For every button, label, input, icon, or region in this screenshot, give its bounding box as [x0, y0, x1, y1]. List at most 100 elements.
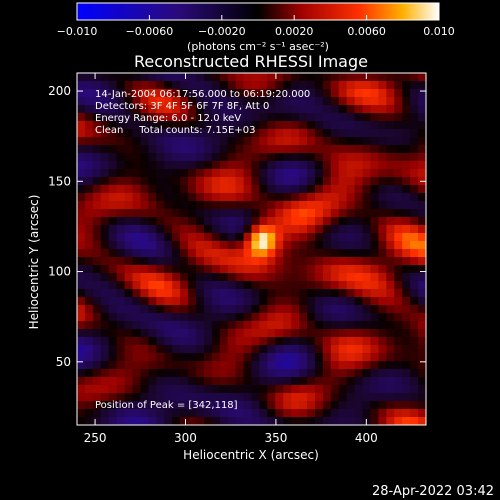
heatmap-cell [188, 153, 197, 162]
heatmap-cell [227, 257, 237, 266]
heatmap-cell [195, 153, 205, 162]
heatmap-cell [394, 105, 403, 114]
heatmap-cell [338, 249, 348, 258]
heatmap-cell [164, 113, 173, 122]
heatmap-cell [370, 257, 380, 266]
heatmap-cell [235, 129, 245, 138]
heatmap-cell [77, 129, 86, 138]
heatmap-cell [195, 193, 205, 202]
heatmap-cell [100, 353, 110, 362]
heatmap-cell [394, 313, 403, 322]
colorbar-tick-label: 0.010 [423, 25, 455, 38]
heatmap-cell [180, 417, 189, 425]
heatmap-cell [267, 105, 276, 114]
heatmap-cell [386, 385, 395, 394]
heatmap-cell [322, 193, 332, 202]
heatmap-cell [418, 345, 426, 354]
heatmap-cell [243, 129, 253, 138]
heatmap-cell [243, 193, 253, 202]
heatmap-cell [410, 177, 419, 186]
heatmap-cell [418, 201, 426, 210]
heatmap-cell [402, 297, 411, 306]
heatmap-cell [386, 153, 395, 162]
heatmap-cell [84, 401, 94, 410]
heatmap-cell [148, 409, 157, 418]
heatmap-cell [283, 345, 292, 354]
heatmap-cell [307, 401, 316, 410]
heatmap-cell [418, 257, 426, 266]
heatmap-cell [92, 385, 102, 394]
heatmap-cell [275, 169, 284, 178]
heatmap-cell [77, 321, 86, 330]
heatmap-cell [299, 201, 308, 210]
heatmap-cell [362, 401, 372, 410]
heatmap-cell [259, 169, 268, 178]
heatmap-cell [132, 177, 142, 186]
heatmap-cell [164, 97, 173, 106]
heatmap-cell [338, 137, 348, 146]
heatmap-cell [362, 225, 372, 234]
heatmap-cell [314, 353, 324, 362]
heatmap-cell [77, 185, 86, 194]
heatmap-cell [195, 201, 205, 210]
heatmap-cell [108, 121, 118, 130]
heatmap-cell [164, 137, 173, 146]
heatmap-cell [148, 81, 157, 90]
heatmap-cell [402, 417, 411, 425]
heatmap-cell [362, 265, 372, 274]
heatmap-cell [172, 281, 181, 290]
heatmap-cell [195, 297, 205, 306]
heatmap-cell [410, 345, 419, 354]
heatmap-cell [259, 345, 268, 354]
heatmap-cell [180, 233, 189, 242]
heatmap-cell [188, 105, 197, 114]
heatmap-cell [251, 401, 261, 410]
heatmap-cell [172, 169, 181, 178]
heatmap-cell [370, 201, 380, 210]
heatmap-cell [299, 369, 308, 378]
heatmap-cell [283, 153, 292, 162]
heatmap-cell [227, 353, 237, 362]
heatmap-cell [164, 305, 173, 314]
heatmap-cell [251, 281, 261, 290]
heatmap-cell [219, 321, 229, 330]
heatmap-cell [275, 145, 284, 154]
heatmap-cell [410, 393, 419, 402]
heatmap-cell [100, 305, 110, 314]
heatmap-cell [267, 89, 276, 98]
heatmap-cell [251, 89, 261, 98]
heatmap-cell [307, 121, 316, 130]
heatmap-cell [378, 417, 387, 425]
heatmap-cell [140, 81, 149, 90]
heatmap-cell [211, 73, 221, 82]
heatmap-cell [251, 153, 261, 162]
heatmap-cell [394, 361, 403, 370]
heatmap-cell [394, 217, 403, 226]
heatmap-cell [291, 273, 300, 282]
heatmap-cell [77, 241, 86, 250]
heatmap-cell [386, 249, 395, 258]
heatmap-cell [378, 393, 387, 402]
heatmap-cell [164, 385, 173, 394]
heatmap-cell [92, 233, 102, 242]
heatmap-cell [402, 241, 411, 250]
heatmap-cell [188, 417, 197, 425]
heatmap-cell [211, 249, 221, 258]
heatmap-cell [211, 217, 221, 226]
heatmap-cell [370, 361, 380, 370]
heatmap-cell [418, 129, 426, 138]
heatmap-cell [338, 393, 348, 402]
heatmap-cell [275, 281, 284, 290]
heatmap-cell [267, 249, 276, 258]
heatmap-cell [354, 265, 364, 274]
heatmap-cell [203, 209, 213, 218]
heatmap-cell [172, 137, 181, 146]
heatmap-cell [235, 249, 245, 258]
heatmap-cell [378, 113, 387, 122]
heatmap-cell [219, 377, 229, 386]
heatmap-cell [267, 169, 276, 178]
heatmap-cell [291, 233, 300, 242]
heatmap-cell [410, 97, 419, 106]
heatmap-cell [211, 393, 221, 402]
heatmap-cell [195, 353, 205, 362]
